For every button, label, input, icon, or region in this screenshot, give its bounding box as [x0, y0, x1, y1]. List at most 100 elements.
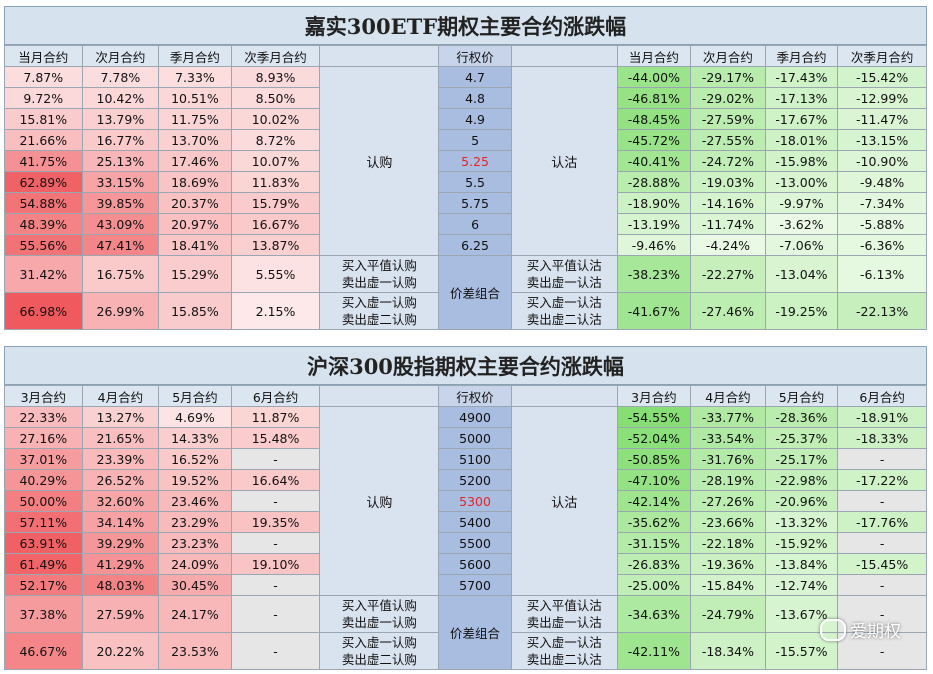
call-change-cell: 15.48%	[230, 427, 321, 449]
put-change-cell: -24.72%	[690, 150, 766, 172]
strike-cell: 5000	[438, 427, 512, 449]
combo-desc-line: 卖出虚一认购	[341, 615, 417, 630]
call-change-cell: 7.33%	[158, 66, 232, 88]
combo-put-desc: 买入虚一认沽 卖出虚二认沽	[510, 292, 618, 330]
change-table: 3月合约 4月合约 5月合约 6月合约 行权价 3月合约 4月合约 5月合约 6月合约 22.33…	[4, 385, 927, 670]
combo-row: 37.38% 27.59% 24.17% - 买入平值认购 卖出虚一认购 价差组合 买入平值认…	[4, 595, 927, 670]
strike-col-header: 行权价	[438, 45, 512, 67]
put-change-cell: -6.36%	[837, 234, 927, 256]
call-col-header: 5月合约	[158, 385, 232, 407]
combo-call-desc: 买入虚一认购 卖出虚二认购	[319, 292, 440, 330]
panel-csi300-index: 沪深300股指期权主要合约涨跌幅 3月合约 4月合约 5月合约 6月合约 行权价 3月合约…	[4, 346, 927, 670]
put-change-cell: -7.06%	[764, 234, 839, 256]
table-row: 48.39% 43.09% 20.97% 16.67% 6 -13.19% -11.74% -…	[4, 213, 927, 235]
put-change-cell: -27.59%	[690, 108, 766, 130]
put-change-cell: -11.74%	[690, 213, 766, 235]
combo-call-cell: 37.38%	[4, 595, 83, 633]
call-change-cell: 50.00%	[4, 490, 83, 512]
call-change-cell: 19.10%	[230, 553, 321, 575]
call-change-cell: 18.69%	[158, 171, 232, 193]
put-change-cell: -52.04%	[616, 427, 692, 449]
put-change-cell: -11.47%	[837, 108, 927, 130]
combo-put-cell: -6.13%	[837, 255, 927, 293]
put-change-cell: -9.48%	[837, 171, 927, 193]
call-change-cell: 23.39%	[81, 448, 160, 470]
call-change-cell: 33.15%	[81, 171, 160, 193]
put-change-cell: -18.91%	[837, 406, 927, 428]
call-change-cell: 20.37%	[158, 192, 232, 214]
put-change-cell: -12.99%	[837, 87, 927, 109]
put-change-cell: -26.83%	[616, 553, 692, 575]
call-change-cell: 55.56%	[4, 234, 83, 256]
combo-desc-line: 买入虚一认沽	[526, 295, 602, 310]
combo-call-cell: 15.29%	[158, 255, 232, 293]
put-change-cell: -4.24%	[690, 234, 766, 256]
call-change-cell: -	[230, 532, 321, 554]
call-change-cell: 19.52%	[158, 469, 232, 491]
put-change-cell: -22.18%	[690, 532, 766, 554]
put-change-cell: -45.72%	[616, 129, 692, 151]
watermark: 爱期权	[820, 617, 901, 642]
call-change-cell: 40.29%	[4, 469, 83, 491]
combo-desc-line: 卖出虚一认沽	[526, 275, 602, 290]
call-col-header: 6月合约	[230, 385, 321, 407]
put-change-cell: -42.14%	[616, 490, 692, 512]
put-change-cell: -25.00%	[616, 574, 692, 596]
call-change-cell: 15.81%	[4, 108, 83, 130]
put-change-cell: -19.03%	[690, 171, 766, 193]
call-change-cell: 23.46%	[158, 490, 232, 512]
put-change-cell: -33.77%	[690, 406, 766, 428]
call-change-cell: 15.79%	[230, 192, 321, 214]
combo-call-cell: 24.17%	[158, 595, 232, 633]
put-col-header: 当月合约	[616, 45, 692, 67]
table-row: 61.49% 41.29% 24.09% 19.10% 5600 -26.83% -19.3…	[4, 553, 927, 575]
combo-label: 价差组合	[438, 595, 512, 670]
combo-desc-line: 买入平值认沽	[526, 598, 602, 613]
call-change-cell: 23.29%	[158, 511, 232, 533]
put-change-cell: -15.45%	[837, 553, 927, 575]
table-row: 7.87% 7.78% 7.33% 8.93% 认购 4.7 认沽 -44.00% -29.17…	[4, 66, 927, 256]
put-change-cell: -18.01%	[764, 129, 839, 151]
label-col-header	[510, 385, 618, 407]
combo-desc-line: 卖出虚一认购	[341, 275, 417, 290]
strike-cell: 6	[438, 213, 512, 235]
table-row: 63.91% 39.29% 23.23% -5500 -31.15% -22.18% -15…	[4, 532, 927, 554]
call-change-cell: 62.89%	[4, 171, 83, 193]
panel-title: 沪深300股指期权主要合约涨跌幅	[4, 346, 927, 385]
combo-call-cell: 5.55%	[230, 255, 321, 293]
call-col-header: 4月合约	[81, 385, 160, 407]
strike-cell: 5.5	[438, 171, 512, 193]
put-change-cell: -44.00%	[616, 66, 692, 88]
table-row: 54.88% 39.85% 20.37% 15.79% 5.75 -18.90% -14.1…	[4, 192, 927, 214]
strike-cell: 4.7	[438, 66, 512, 88]
call-label: 认购	[319, 66, 440, 256]
put-change-cell: -10.90%	[837, 150, 927, 172]
call-change-cell: 39.29%	[81, 532, 160, 554]
put-change-cell: -	[837, 574, 927, 596]
put-change-cell: -	[837, 532, 927, 554]
put-change-cell: -40.41%	[616, 150, 692, 172]
call-label: 认购	[319, 406, 440, 596]
call-change-cell: -	[230, 574, 321, 596]
atm-strike-cell: 5300	[438, 490, 512, 512]
call-change-cell: 10.42%	[81, 87, 160, 109]
strike-cell: 5400	[438, 511, 512, 533]
call-change-cell: 7.78%	[81, 66, 160, 88]
table-row: 21.66% 16.77% 13.70% 8.72% 5 -45.72% -27.55% -1…	[4, 129, 927, 151]
put-change-cell: -47.10%	[616, 469, 692, 491]
table-row: 52.17% 48.03% 30.45% -5700 -25.00% -15.84% -12…	[4, 574, 927, 596]
call-change-cell: 8.93%	[230, 66, 321, 88]
call-change-cell: 61.49%	[4, 553, 83, 575]
call-change-cell: 11.75%	[158, 108, 232, 130]
strike-cell: 4.9	[438, 108, 512, 130]
put-col-header: 6月合约	[837, 385, 927, 407]
put-change-cell: -9.46%	[616, 234, 692, 256]
combo-row: 66.98% 26.99% 15.85% 2.15% 买入虚一认购 卖出虚二认购 买入虚一认…	[4, 292, 927, 330]
call-change-cell: 48.03%	[81, 574, 160, 596]
put-change-cell: -13.15%	[837, 129, 927, 151]
call-change-cell: 32.60%	[81, 490, 160, 512]
strike-cell: 5	[438, 129, 512, 151]
put-change-cell: -28.19%	[690, 469, 766, 491]
table-row: 27.16% 21.65% 14.33% 15.48% 5000 -52.04% -33.5…	[4, 427, 927, 449]
combo-row: 46.67% 20.22% 23.53% - 买入虚一认购 卖出虚二认购 买入虚一认沽 卖出虚…	[4, 632, 927, 670]
